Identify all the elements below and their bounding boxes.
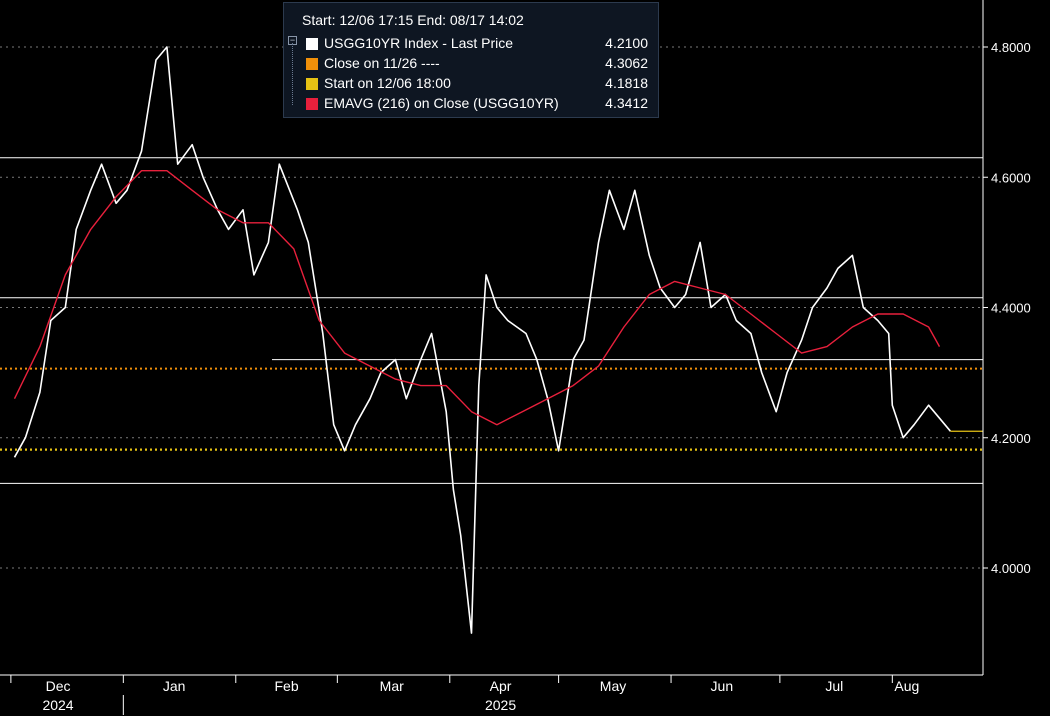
x-tick-label: Jun: [711, 678, 734, 694]
legend-tree-line: [292, 43, 301, 105]
x-tick-label: Dec: [46, 678, 71, 694]
series-lines: [13, 46, 983, 634]
legend-value: 4.3412: [605, 95, 648, 111]
legend-label: Start on 12/06 18:00: [324, 75, 451, 91]
series-line-emavg: [13, 169, 941, 426]
x-tick-label: Aug: [894, 678, 919, 694]
x-year-label: 2024: [42, 697, 73, 713]
y-tick-label: 4.2000: [991, 431, 1031, 446]
y-tick-label: 4.8000: [991, 40, 1031, 55]
series-line-last-price: [13, 46, 952, 634]
legend-label: EMAVG (216) on Close (USGG10YR): [324, 95, 559, 111]
y-tick-label: 4.4000: [991, 301, 1031, 316]
legend-value: 4.3062: [605, 55, 648, 71]
y-axis-ticks: 4.0000 4.2000 4.4000 4.6000 4.8000: [983, 40, 1031, 576]
legend-value: 4.1818: [605, 75, 648, 91]
x-tick-label: Apr: [490, 678, 512, 694]
legend-swatch-close: [306, 58, 318, 70]
legend-item-close: Close on 11/26 ---- 4.3062: [306, 55, 656, 73]
legend-value: 4.2100: [605, 35, 648, 51]
reference-lines: [0, 157, 983, 484]
x-year-label: 2025: [485, 697, 516, 713]
y-tick-label: 4.0000: [991, 561, 1031, 576]
legend-swatch-emavg: [306, 98, 318, 110]
legend-item-emavg: EMAVG (216) on Close (USGG10YR) 4.3412: [306, 95, 656, 113]
legend-label: Close on 11/26 ----: [324, 55, 440, 71]
x-tick-label: Jul: [825, 678, 843, 694]
y-tick-label: 4.6000: [991, 170, 1031, 185]
legend-item-start: Start on 12/06 18:00 4.1818: [306, 75, 656, 93]
legend-item-last-price: USGG10YR Index - Last Price 4.2100: [306, 35, 656, 53]
x-tick-label: Mar: [380, 678, 404, 694]
x-tick-label: Jan: [163, 678, 186, 694]
legend-label: USGG10YR Index - Last Price: [324, 35, 514, 51]
legend-header: Start: 12/06 17:15 End: 08/17 14:02: [302, 12, 524, 28]
legend-swatch-last-price: [306, 38, 318, 50]
x-axis-ticks: Dec 2024 Jan Feb Mar Apr 2025 May Jun Jul Aug: [10, 675, 919, 715]
x-tick-label: Feb: [274, 678, 298, 694]
legend-box: Start: 12/06 17:15 End: 08/17 14:02 − US…: [283, 2, 659, 118]
x-tick-label: May: [600, 678, 626, 694]
legend-swatch-start: [306, 78, 318, 90]
gridlines: [0, 46, 983, 569]
